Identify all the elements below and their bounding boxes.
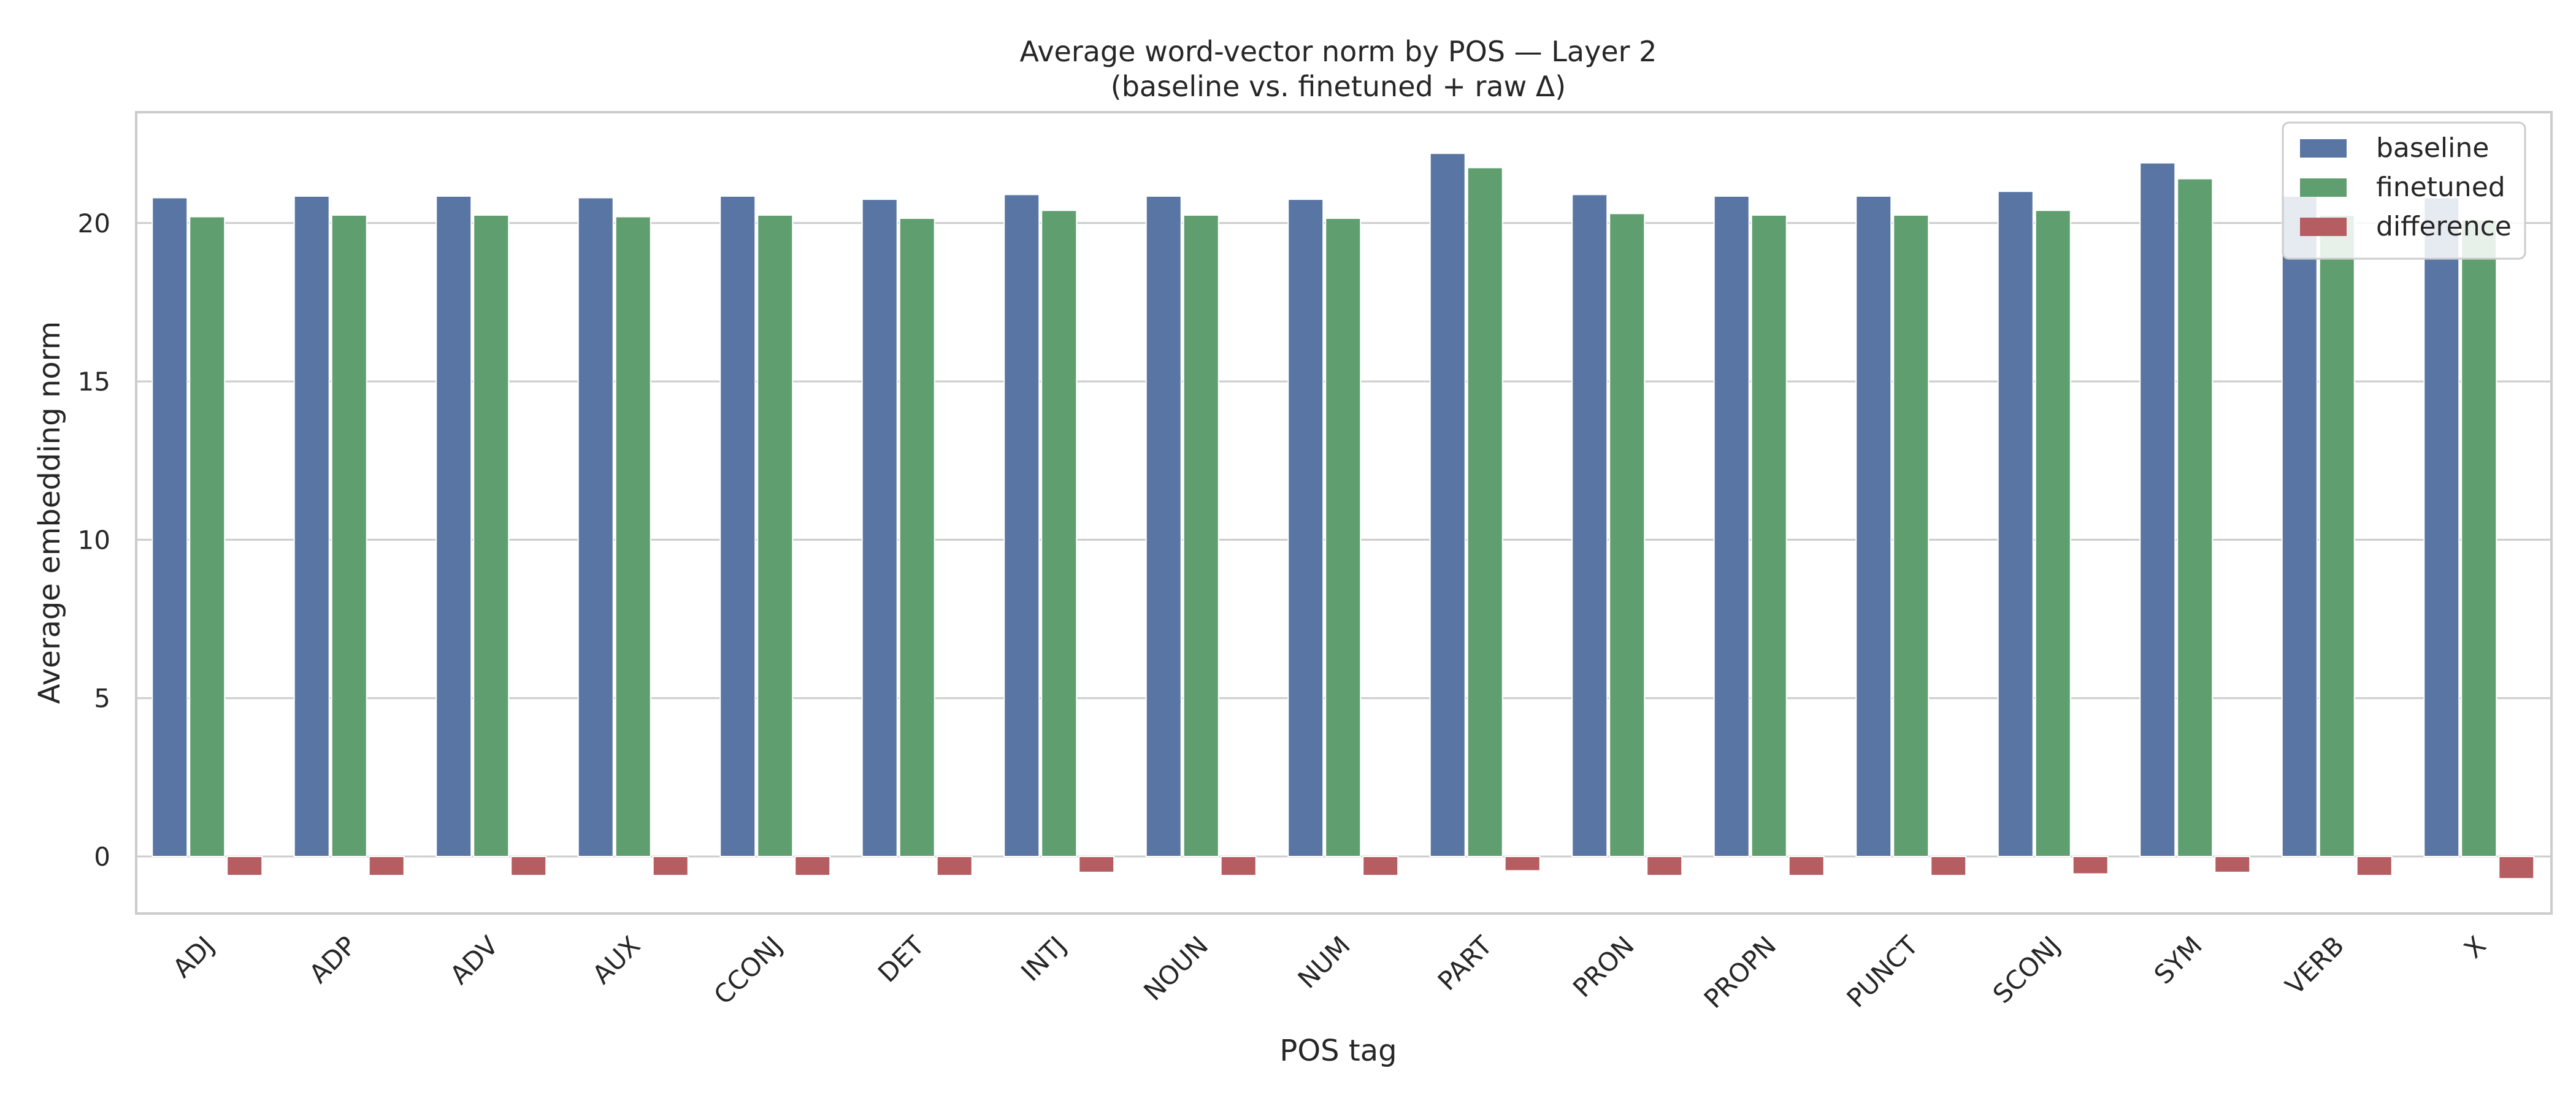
- bar-difference-part: [1504, 856, 1541, 872]
- bar-difference-sconj: [2072, 856, 2109, 875]
- bar-difference-cconj: [794, 856, 831, 877]
- bar-baseline-num: [1287, 199, 1324, 858]
- bar-finetuned-adv: [473, 214, 510, 858]
- bar-baseline-aux: [577, 197, 614, 858]
- bar-difference-x: [2498, 856, 2535, 880]
- y-tick-labels: 0 5 10 15 20: [78, 208, 110, 872]
- bar-difference-adp: [368, 856, 405, 877]
- x-axis-label: POS tag: [1279, 1034, 1397, 1068]
- bars: [151, 153, 2535, 880]
- legend-label-finetuned: finetuned: [2376, 172, 2505, 203]
- bar-finetuned-punct: [1893, 214, 1930, 858]
- legend-label-difference: difference: [2376, 211, 2512, 242]
- bar-difference-propn: [1788, 856, 1825, 877]
- bar-difference-punct: [1930, 856, 1967, 877]
- bar-difference-pron: [1646, 856, 1683, 877]
- bar-baseline-part: [1429, 153, 1466, 858]
- bar-baseline-adv: [435, 195, 472, 858]
- legend-swatch-finetuned: [2300, 178, 2347, 197]
- bar-difference-intj: [1078, 856, 1115, 873]
- bar-baseline-propn: [1713, 195, 1750, 858]
- bar-finetuned-adp: [331, 214, 367, 858]
- bar-finetuned-det: [899, 218, 935, 858]
- y-tick-label: 5: [94, 684, 110, 714]
- legend-swatch-difference: [2300, 218, 2347, 236]
- legend-swatch-baseline: [2300, 139, 2347, 158]
- bar-baseline-det: [861, 199, 898, 858]
- bar-difference-verb: [2356, 856, 2393, 877]
- bar-baseline-punct: [1855, 195, 1892, 858]
- bar-finetuned-adj: [189, 216, 226, 858]
- plot-frame: [135, 111, 2553, 915]
- bar-difference-noun: [1220, 856, 1257, 877]
- bar-difference-sym: [2214, 856, 2251, 873]
- bar-baseline-verb: [2281, 195, 2318, 858]
- bar-finetuned-sconj: [2034, 210, 2071, 858]
- bar-baseline-noun: [1145, 195, 1182, 858]
- y-tick-label: 20: [78, 208, 110, 238]
- bar-finetuned-intj: [1041, 210, 1078, 858]
- chart-subtitle: (baseline vs. finetuned + raw Δ): [1111, 70, 1566, 103]
- bar-finetuned-propn: [1750, 214, 1787, 858]
- bar-finetuned-num: [1325, 218, 1362, 858]
- y-tick-label: 0: [94, 842, 110, 872]
- bar-finetuned-sym: [2177, 178, 2214, 858]
- bar-baseline-sconj: [1997, 191, 2034, 858]
- legend-items: baseline finetuned difference: [2300, 132, 2512, 242]
- bar-finetuned-aux: [615, 216, 651, 858]
- bar-baseline-adj: [151, 197, 188, 858]
- chart-title: Average word-vector norm by POS — Layer …: [1020, 35, 1657, 68]
- bar-baseline-pron: [1571, 194, 1608, 858]
- bar-difference-adv: [510, 856, 547, 877]
- bar-difference-aux: [652, 856, 689, 877]
- bar-baseline-sym: [2139, 162, 2176, 858]
- y-axis-label: Average embedding norm: [33, 321, 67, 704]
- bar-finetuned-noun: [1183, 214, 1219, 858]
- bar-difference-num: [1362, 856, 1399, 877]
- bar-finetuned-pron: [1609, 213, 1646, 858]
- bar-baseline-adp: [293, 195, 330, 858]
- y-tick-label: 10: [78, 525, 110, 555]
- bar-finetuned-cconj: [757, 214, 794, 858]
- legend: baseline finetuned difference: [2282, 121, 2526, 260]
- bar-baseline-cconj: [719, 195, 756, 858]
- legend-label-baseline: baseline: [2376, 132, 2489, 164]
- bar-baseline-x: [2423, 197, 2460, 858]
- bar-finetuned-verb: [2318, 214, 2355, 858]
- bar-difference-adj: [226, 856, 263, 877]
- bar-finetuned-part: [1466, 167, 1503, 858]
- bar-difference-det: [936, 856, 973, 877]
- y-tick-label: 15: [78, 367, 110, 397]
- bar-baseline-intj: [1003, 194, 1040, 858]
- bar-finetuned-x: [2461, 219, 2497, 858]
